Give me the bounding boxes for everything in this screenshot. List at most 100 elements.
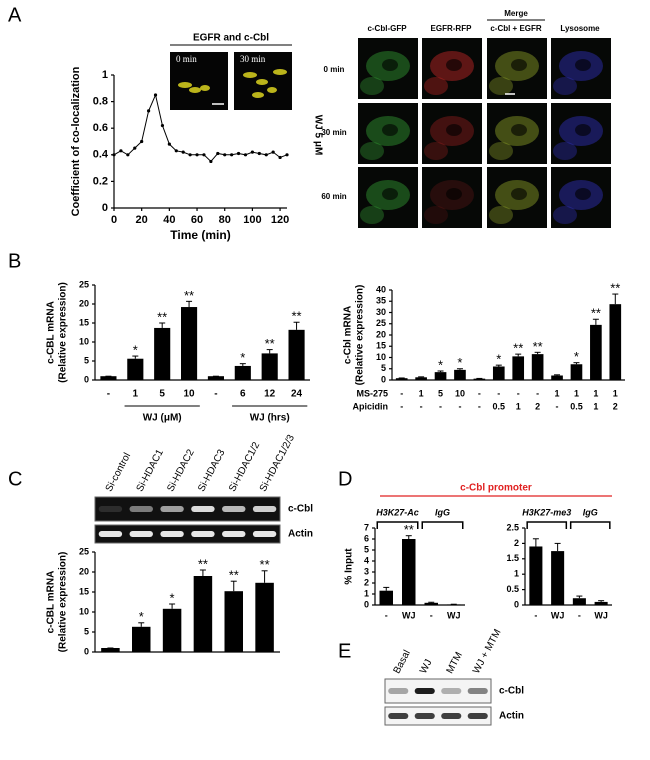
group-bracket [421,521,464,529]
significance: * [240,350,245,365]
x-tick-label: - [517,388,520,398]
lane-label: Si-HDAC1/2 [227,440,262,494]
y-tick-label: 1 [102,69,108,81]
x-tick-label: 1 [516,401,521,411]
gel-band [388,713,409,719]
x-tick-label: - [400,388,403,398]
bar [415,377,427,380]
point [147,109,151,113]
gel-strip [94,496,281,522]
lane-label: Si-HDAC3 [196,447,228,493]
gel-band [414,713,435,719]
column-header: c-Cbl-GFP [367,24,407,33]
y-axis-label: (Relative expression) [58,282,69,383]
x-tick-label: - [478,401,481,411]
y-tick-label: 0 [102,202,108,214]
bar [531,354,544,380]
x-tick-label: 1 [593,388,598,398]
point [195,153,199,157]
y-tick-label: 0.5 [506,584,519,594]
colocalized-signal [189,87,201,93]
nucleus [511,59,527,71]
point [257,151,261,156]
x-tick-label: - [478,388,481,398]
point [285,153,289,157]
group-label: H3K27-Ac [376,507,419,517]
point [188,153,192,157]
nucleus [575,124,591,136]
x-tick-label: 60 [191,214,203,226]
y-tick-label: 15 [79,586,89,596]
colocalized-signal [178,82,192,88]
y-axis-label: Coefficient of co-localization [70,66,82,216]
significance: ** [591,306,601,321]
group-label: H3K27-me3 [522,507,571,517]
gel-band [441,713,462,719]
point [271,150,275,154]
cell [489,206,513,224]
gel-band [160,531,184,537]
y-tick-label: 2 [514,538,519,548]
x-tick-label: 2 [613,401,618,411]
significance: ** [610,280,620,295]
bar [570,364,583,380]
gel-band [98,531,123,537]
y-tick-label: 25 [376,318,386,328]
bar [594,601,608,605]
x-tick-label: 12 [264,389,276,400]
y-tick-label: 0 [364,599,369,609]
point [230,153,234,157]
y-tick-label: 0 [84,646,89,656]
point [140,139,144,144]
y-tick-label: 7 [364,522,369,532]
x-tick-label: 0 [111,214,117,226]
lane-label: MTM [445,650,465,675]
bar [255,582,274,652]
colocalized-signal [267,87,277,93]
significance: ** [292,309,302,324]
lane-label: WJ [418,658,434,676]
x-tick-label: - [400,401,403,411]
point [167,142,171,146]
cell [489,77,513,95]
significance: * [457,355,462,370]
bar [193,576,213,652]
y-tick-label: 20 [376,329,386,339]
bar [402,539,416,605]
y-tick-label: 20 [79,298,89,308]
lane-label: Si-control [104,451,134,493]
y-tick-label: 0.8 [93,96,108,108]
x-tick-label: 5 [159,389,165,400]
y-tick-label: 15 [79,317,89,327]
bar [590,324,602,380]
gel-band [467,713,488,719]
x-tick-label: 1 [555,388,560,398]
nucleus [575,188,591,200]
nucleus [575,59,591,71]
point [119,149,123,153]
y-tick-label: 0 [381,374,386,384]
x-tick-label: - [439,401,442,411]
x-tick-label: 0.5 [493,401,506,411]
bar [492,366,505,380]
group-label: WJ (μM) [143,413,182,424]
bar [551,551,565,605]
significance: ** [265,336,275,351]
y-tick-label: 5 [84,626,89,636]
x-tick-label: 2 [535,401,540,411]
point [209,159,213,164]
y-axis-label: % Input [344,548,355,585]
y-tick-label: 0.4 [93,149,109,161]
inset-title: EGFR and c-Cbl [193,33,269,44]
cell [553,206,577,224]
group-label: WJ (hrs) [250,413,290,424]
x-tick-label: 24 [291,389,303,400]
merge-label: Merge [504,9,528,18]
bar [434,372,447,380]
y-tick-label: 0.6 [93,122,108,134]
bar [572,598,586,605]
lane-label: Si-HDAC1 [135,447,167,493]
y-tick-label: 6 [364,533,369,543]
y-tick-label: 20 [79,566,89,576]
y-tick-label: 10 [79,606,89,616]
